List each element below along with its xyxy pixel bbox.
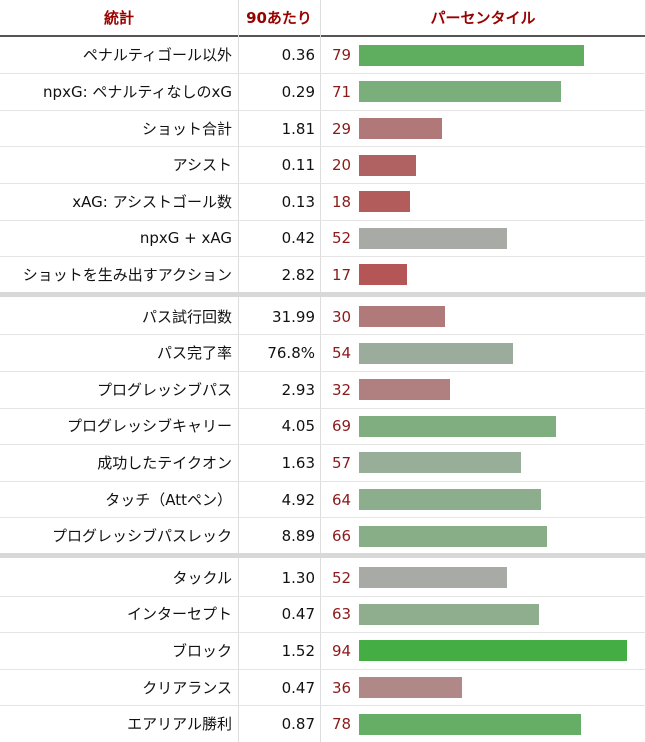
- percentile-bar: [359, 525, 548, 547]
- row-divider: [0, 256, 646, 258]
- percentile-value: 36: [332, 678, 352, 697]
- per90-value: 1.52: [281, 641, 315, 660]
- percentile-value: 20: [332, 156, 352, 175]
- stat-name: xAG: アシストゴール数: [72, 192, 232, 211]
- stat-name: インターセプト: [126, 605, 232, 624]
- percentile-bar: [359, 227, 508, 249]
- stat-name: npxG: ペナルティなしのxG: [43, 82, 232, 101]
- row-divider: [0, 109, 646, 111]
- per90-value: 76.8%: [267, 344, 315, 363]
- percentile-bar: [359, 677, 462, 698]
- row-divider: [0, 182, 646, 184]
- group-separator: [0, 553, 646, 559]
- per90-value: 4.92: [281, 490, 315, 509]
- per90-value: 1.63: [281, 453, 315, 472]
- percentile-bar: [359, 342, 513, 364]
- percentile-bar: [359, 713, 582, 735]
- percentile-bar: [359, 452, 522, 474]
- percentile-value: 69: [332, 417, 352, 436]
- percentile-bar: [359, 154, 416, 176]
- row-divider: [0, 480, 646, 482]
- stat-name: エアリアル勝利: [127, 715, 232, 734]
- per90-value: 0.47: [281, 678, 315, 697]
- percentile-value: 54: [332, 344, 352, 363]
- per90-value: 0.42: [281, 229, 315, 248]
- percentile-bar: [359, 567, 508, 589]
- percentile-value: 52: [332, 229, 352, 248]
- percentile-value: 63: [332, 605, 352, 624]
- row-divider: [0, 407, 646, 409]
- stat-name: タッチ（Attペン）: [105, 490, 232, 509]
- percentile-bar: [359, 118, 442, 139]
- per90-value: 0.36: [281, 46, 315, 65]
- row-divider: [0, 146, 646, 148]
- percentile-value: 29: [332, 119, 352, 138]
- percentile-bar: [359, 489, 542, 510]
- header-stat: 統計: [103, 9, 134, 27]
- percentile-value: 57: [332, 453, 352, 472]
- stat-name: ブロック: [171, 641, 232, 660]
- per90-value: 2.82: [281, 265, 315, 284]
- per90-value: 1.81: [281, 119, 315, 138]
- per90-value: 0.87: [281, 715, 315, 734]
- stat-name: 成功したテイクオン: [97, 453, 232, 472]
- row-divider: [0, 219, 646, 221]
- percentile-bar: [359, 191, 411, 213]
- row-divider: [0, 334, 646, 336]
- row-divider: [0, 517, 646, 519]
- percentile-bar: [359, 415, 556, 437]
- per90-value: 0.13: [281, 192, 315, 211]
- percentile-bar: [359, 379, 451, 401]
- row-divider: [0, 370, 646, 372]
- per90-value: 4.05: [281, 417, 315, 436]
- stat-name: パス完了率: [156, 344, 232, 363]
- row-divider: [0, 595, 646, 597]
- percentile-value: 64: [332, 490, 352, 509]
- per90-value: 1.30: [281, 568, 315, 587]
- row-divider: [0, 705, 646, 707]
- stat-name: パス試行回数: [141, 307, 232, 326]
- percentile-bar: [359, 306, 445, 327]
- stat-name: クリアランス: [142, 678, 232, 697]
- percentile-value: 94: [332, 641, 352, 660]
- stat-name: アシスト: [172, 156, 232, 175]
- stat-name: ショット合計: [141, 119, 232, 138]
- percentile-value: 52: [332, 568, 352, 587]
- header-border: [0, 35, 646, 37]
- stat-name: プログレッシブキャリー: [66, 417, 232, 436]
- percentile-bar: [359, 603, 539, 625]
- percentile-value: 78: [332, 715, 352, 734]
- stat-name: プログレッシブパスレック: [51, 527, 232, 546]
- header-percentile: パーセンタイル: [430, 9, 536, 27]
- percentile-bar: [359, 264, 408, 286]
- per90-value: 8.89: [281, 527, 315, 546]
- per90-value: 2.93: [281, 380, 315, 399]
- percentile-value: 79: [332, 46, 352, 65]
- per90-value: 0.29: [281, 82, 315, 101]
- row-divider: [0, 73, 646, 75]
- stat-name: プログレッシブパス: [96, 380, 232, 399]
- per90-value: 0.47: [281, 605, 315, 624]
- stat-name: npxG + xAG: [139, 229, 232, 248]
- percentile-value: 66: [332, 527, 352, 546]
- percentile-value: 71: [332, 82, 352, 101]
- group-separator: [0, 292, 646, 298]
- stat-name: ペナルティゴール以外: [82, 46, 232, 65]
- per90-value: 0.11: [281, 156, 315, 175]
- percentile-value: 30: [332, 307, 352, 326]
- percentile-bar: [359, 44, 585, 66]
- stat-name: タックル: [172, 568, 232, 587]
- percentile-bar: [359, 81, 562, 103]
- stat-name: ショットを生み出すアクション: [22, 265, 232, 284]
- per90-value: 31.99: [272, 307, 315, 326]
- percentile-value: 18: [332, 192, 352, 211]
- percentile-bar: [359, 640, 627, 662]
- header-per90: 90あたり: [246, 9, 312, 27]
- row-divider: [0, 632, 646, 634]
- row-divider: [0, 668, 646, 670]
- percentile-value: 32: [332, 380, 352, 399]
- percentile-value: 17: [332, 265, 352, 284]
- row-divider: [0, 444, 646, 446]
